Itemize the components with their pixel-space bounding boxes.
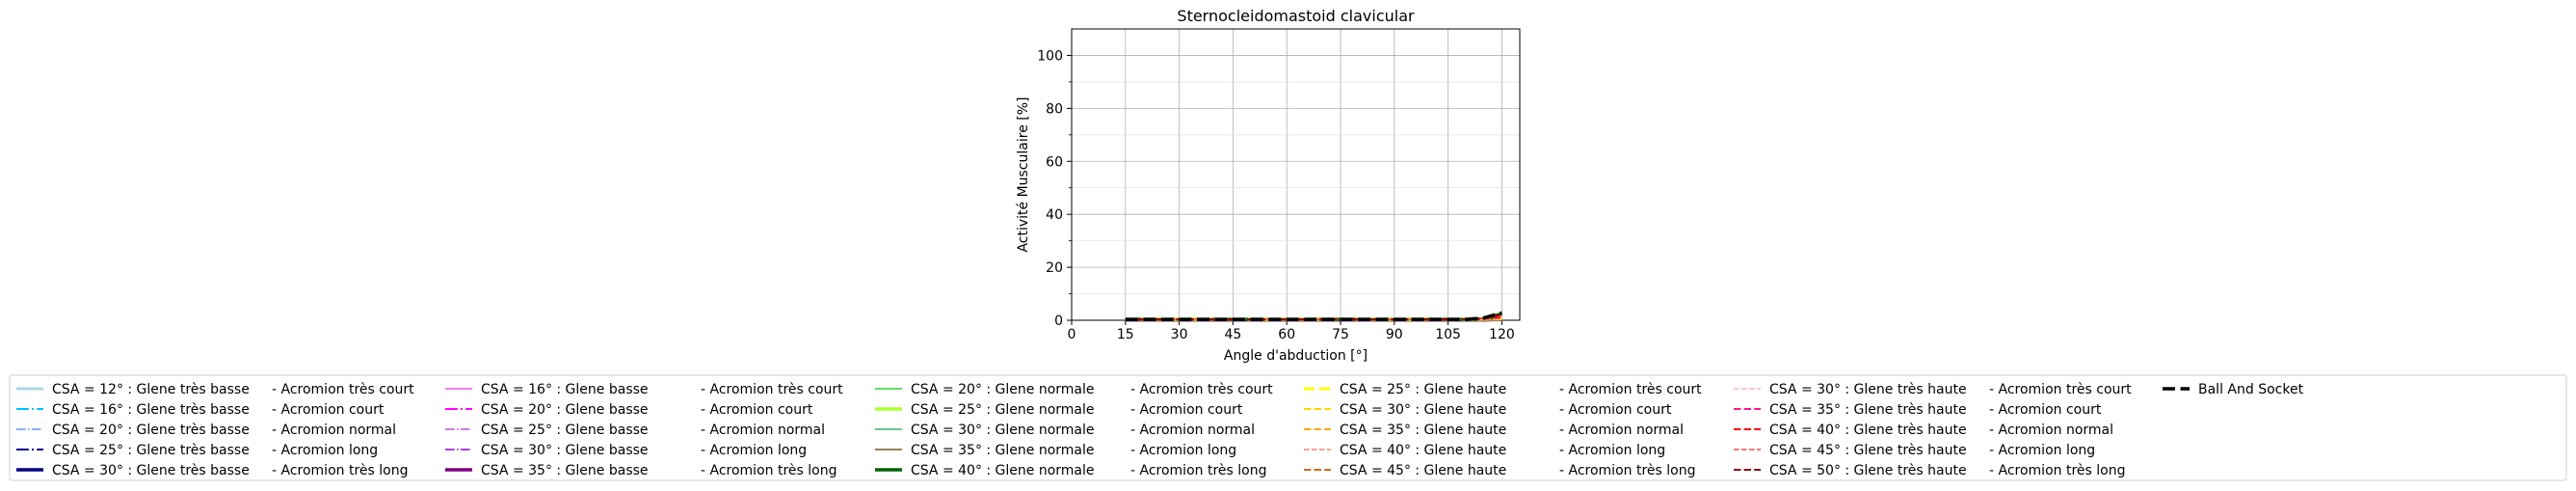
legend-label: CSA = 12° : Glene très basse [52,382,250,397]
legend-label: CSA = 40° : Glene haute [1340,443,1506,458]
legend-label: CSA = 30° : Glene normale [911,423,1095,438]
legend-label: CSA = 20° : Glene basse [481,402,649,418]
legend-label-suffix: - Acromion très court [1989,382,2132,397]
legend-label: CSA = 25° : Glene normale [911,402,1095,418]
x-tick-label: 90 [1386,327,1403,342]
legend-label-suffix: - Acromion très long [272,463,408,478]
x-tick-label: 120 [1489,327,1515,342]
legend-label: CSA = 35° : Glene normale [911,443,1095,458]
legend-label-suffix: - Acromion long [1559,443,1665,458]
legend-label: CSA = 25° : Glene basse [481,423,649,438]
x-axis-label: Angle d'abduction [°] [1224,348,1368,364]
legend-label-suffix: - Acromion très long [701,463,837,478]
x-tick-label: 75 [1332,327,1349,342]
legend-label: CSA = 30° : Glene très basse [52,463,250,478]
legend-label: CSA = 40° : Glene très haute [1769,423,1967,438]
x-tick-label: 105 [1435,327,1461,342]
y-axis-label: Activité Musculaire [%] [1016,96,1031,252]
legend-label: CSA = 45° : Glene très haute [1769,443,1967,458]
legend-label-suffix: - Acromion long [1130,443,1236,458]
legend-label: CSA = 35° : Glene haute [1340,423,1506,438]
plot-area: 0 15 30 45 60 75 90 105 120 0 20 40 60 80 100 Sternocle… [1016,7,1521,364]
y-tick-label: 0 [1054,314,1063,329]
legend-label: CSA = 45° : Glene haute [1340,463,1506,478]
legend-label-suffix: - Acromion normal [701,423,825,438]
legend-label-suffix: - Acromion très court [701,382,843,397]
legend-label-suffix: - Acromion long [1989,443,2095,458]
legend-label-suffix: - Acromion normal [272,423,396,438]
legend-label-suffix: - Acromion normal [1989,423,2113,438]
legend-label-suffix: - Acromion long [272,443,378,458]
legend-label: CSA = 16° : Glene très basse [52,402,250,418]
legend-label: CSA = 16° : Glene basse [481,382,649,397]
legend-label: CSA = 30° : Glene très haute [1769,382,1967,397]
legend-label-suffix: - Acromion court [272,402,385,418]
legend-frame [9,374,2567,481]
legend-label-suffix: - Acromion très court [1130,382,1273,397]
legend-label: CSA = 50° : Glene très haute [1769,463,1967,478]
chart-title: Sternocleidomastoid clavicular [1177,7,1415,25]
legend-label-suffix: - Acromion très long [1130,463,1266,478]
legend-label-suffix: - Acromion long [701,443,807,458]
y-tick-label: 100 [1037,48,1063,64]
legend-label-suffix: - Acromion court [1559,402,1672,418]
legend-label: CSA = 35° : Glene basse [481,463,649,478]
legend-label-suffix: - Acromion très court [272,382,414,397]
x-tick-label: 15 [1117,327,1134,342]
series-line-25 [1125,311,1502,321]
legend-label: CSA = 40° : Glene normale [911,463,1095,478]
y-tick-label: 40 [1046,207,1063,223]
legend-label-suffix: - Acromion court [701,402,813,418]
x-tick-label: 30 [1171,327,1188,342]
legend-label: CSA = 20° : Glene normale [911,382,1095,397]
legend-label: CSA = 25° : Glene très basse [52,443,250,458]
y-tick-label: 20 [1046,260,1063,276]
legend: CSA = 12° : Glene très basse - Acromion t… [9,374,2567,481]
x-tick-label: 0 [1068,327,1076,342]
x-tick-label: 60 [1278,327,1295,342]
legend-label-suffix: - Acromion très long [1559,463,1695,478]
legend-label-suffix: - Acromion court [1989,402,2102,418]
legend-label: CSA = 25° : Glene haute [1340,382,1506,397]
x-tick-label: 45 [1224,327,1241,342]
legend-label: CSA = 35° : Glene très haute [1769,402,1967,418]
legend-label-suffix: - Acromion court [1130,402,1243,418]
legend-label-suffix: - Acromion normal [1559,423,1684,438]
legend-label-suffix: - Acromion très court [1559,382,1702,397]
y-tick-label: 80 [1046,101,1063,117]
y-tick-label: 60 [1046,154,1063,170]
legend-label: Ball And Socket [2198,382,2304,397]
plot-background [1072,29,1520,320]
legend-label: CSA = 30° : Glene basse [481,443,649,458]
legend-label-suffix: - Acromion normal [1130,423,1255,438]
legend-label: CSA = 30° : Glene haute [1340,402,1506,418]
legend-label: CSA = 20° : Glene très basse [52,423,250,438]
legend-label-suffix: - Acromion très long [1989,463,2125,478]
